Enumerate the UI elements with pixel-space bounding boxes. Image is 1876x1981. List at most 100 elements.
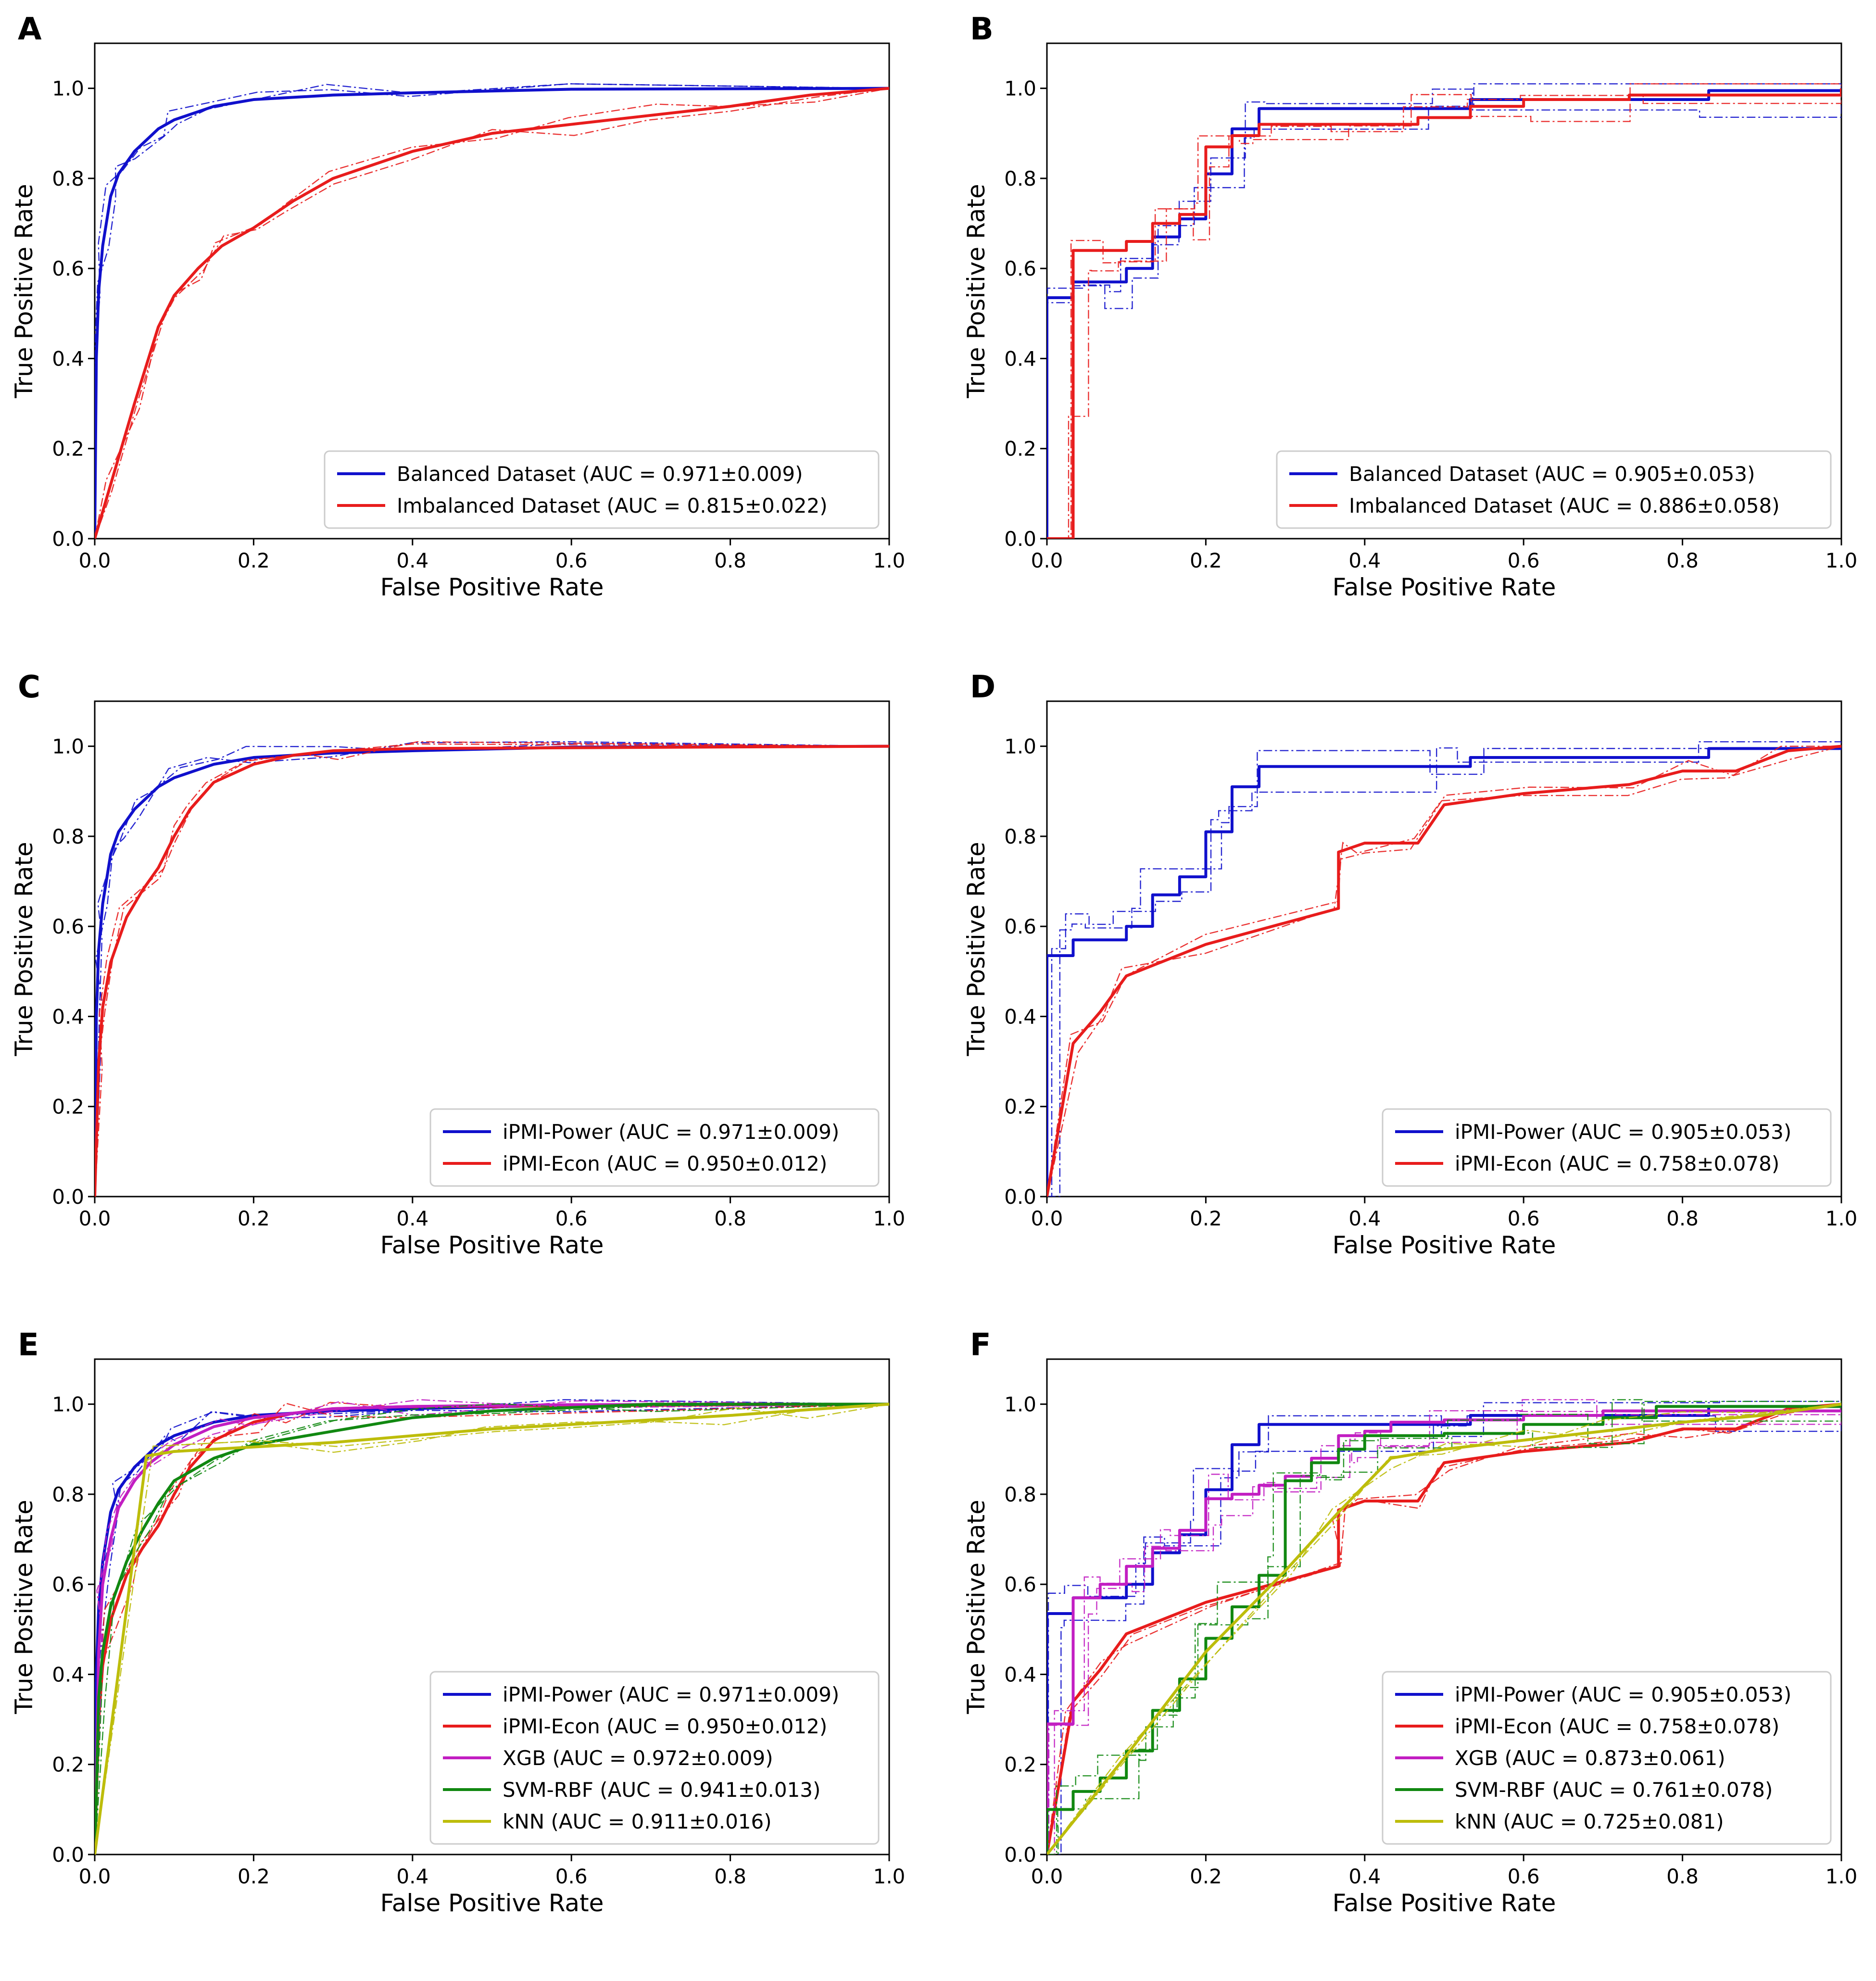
- x-tick-label: 1.0: [1826, 1865, 1858, 1888]
- y-tick-label: 0.0: [1004, 1185, 1036, 1209]
- y-tick-label: 0.4: [52, 1663, 84, 1686]
- legend: iPMI-Power (AUC = 0.905±0.053) iPMI-Econ …: [1382, 1671, 1832, 1845]
- y-tick-label: 0.6: [1004, 1573, 1036, 1596]
- roc-line-olive: [95, 1402, 889, 1855]
- x-tick-label: 0.6: [1508, 1865, 1540, 1888]
- legend-frame: [1276, 450, 1832, 529]
- legend-entry: XGB (AUC = 0.972±0.009): [503, 1746, 773, 1770]
- legend-entry: Imbalanced Dataset (AUC = 0.886±0.058): [1349, 494, 1780, 517]
- y-axis-label: True Positive Rate: [962, 842, 990, 1056]
- plot-frame: [1046, 700, 1842, 1198]
- x-tick-label: 0.8: [1666, 1865, 1699, 1888]
- panel-letter: F: [970, 1327, 991, 1363]
- x-tick-label: 0.0: [79, 549, 111, 572]
- y-tick-label: 1.0: [1004, 735, 1036, 758]
- roc-line-red: [1047, 88, 1841, 539]
- legend-entry: iPMI-Econ (AUC = 0.950±0.012): [503, 1715, 827, 1738]
- panel-c: C 0.0 0.2 0.4 0.6 0.8 1.0 0.0 0.2 0.4 0.6 0.8 1.0 Fal…: [10, 669, 905, 1259]
- x-tick-label: 0.2: [1190, 1865, 1222, 1888]
- y-tick-label: 0.2: [1004, 437, 1036, 461]
- plot-area: [95, 741, 889, 1197]
- x-tick-label: 0.2: [1190, 549, 1222, 572]
- legend-entry: iPMI-Econ (AUC = 0.758±0.078): [1455, 1715, 1779, 1738]
- y-tick-label: 0.8: [1004, 825, 1036, 848]
- plot-area: [1047, 1399, 1841, 1855]
- fold-curve: [95, 1403, 889, 1855]
- fold-curve: [95, 1399, 889, 1855]
- legend-entry: SVM-RBF (AUC = 0.941±0.013): [503, 1778, 820, 1802]
- x-tick-label: 0.2: [238, 1207, 270, 1230]
- x-tick-label: 0.0: [79, 1865, 111, 1888]
- fold-curve: [1047, 745, 1841, 1197]
- legend: Balanced Dataset (AUC = 0.905±0.053) Imba…: [1276, 450, 1832, 529]
- x-axis-label: False Positive Rate: [1333, 1231, 1556, 1259]
- plot-frame: [94, 42, 890, 540]
- plot-area: [1047, 741, 1841, 1197]
- roc-line-red: [95, 744, 889, 1197]
- roc-line-red: [1047, 744, 1841, 1197]
- x-tick-label: 0.2: [238, 1865, 270, 1888]
- y-axis-label: True Positive Rate: [10, 842, 38, 1056]
- x-axis-label: False Positive Rate: [380, 1231, 604, 1259]
- fold-curve: [1047, 83, 1841, 539]
- x-tick-label: 0.0: [1031, 549, 1063, 572]
- panel-f: F 0.0 0.2 0.4 0.6 0.8 1.0 0.0 0.2 0.4 0.6 0.8 1.0 Fal…: [962, 1327, 1857, 1917]
- legend-entry: iPMI-Power (AUC = 0.905±0.053): [1455, 1683, 1791, 1706]
- legend-entry: Balanced Dataset (AUC = 0.971±0.009): [397, 462, 803, 486]
- panel-letter: D: [970, 669, 995, 705]
- x-tick-label: 0.6: [555, 549, 588, 572]
- x-tick-label: 0.4: [1348, 549, 1381, 572]
- panel-letter: E: [18, 1327, 39, 1363]
- legend: Balanced Dataset (AUC = 0.971±0.009) Imba…: [324, 450, 880, 529]
- x-tick-label: 0.0: [1031, 1207, 1063, 1230]
- fold-curve: [1047, 741, 1841, 1197]
- y-tick-label: 0.0: [52, 527, 84, 551]
- roc-line-blue: [1047, 746, 1841, 1197]
- roc-line-magenta: [1047, 1404, 1841, 1855]
- legend-entry: iPMI-Econ (AUC = 0.950±0.012): [503, 1152, 827, 1175]
- x-tick-label: 1.0: [873, 1865, 906, 1888]
- x-tick-label: 0.4: [396, 549, 428, 572]
- x-tick-label: 1.0: [1826, 549, 1858, 572]
- y-tick-label: 0.2: [52, 1753, 84, 1777]
- x-axis-label: False Positive Rate: [1333, 573, 1556, 601]
- fold-curve: [1047, 1404, 1841, 1855]
- plot-area: [95, 1399, 889, 1855]
- y-tick-label: 0.0: [52, 1185, 84, 1209]
- x-tick-label: 0.0: [1031, 1865, 1063, 1888]
- legend-entry: Balanced Dataset (AUC = 0.905±0.053): [1349, 462, 1755, 486]
- x-axis-label: False Positive Rate: [380, 573, 604, 601]
- legend-entry: iPMI-Econ (AUC = 0.758±0.078): [1455, 1152, 1779, 1175]
- legend: iPMI-Power (AUC = 0.971±0.009) iPMI-Econ …: [429, 1671, 880, 1845]
- y-tick-label: 1.0: [52, 77, 84, 101]
- fold-curve: [95, 88, 889, 539]
- fold-curve: [95, 1399, 889, 1855]
- x-tick-label: 0.6: [1508, 549, 1540, 572]
- plot-frame: [1046, 1358, 1842, 1855]
- x-tick-label: 0.8: [714, 1207, 746, 1230]
- y-tick-label: 0.6: [1004, 915, 1036, 938]
- fold-curve: [1047, 1401, 1841, 1855]
- y-tick-label: 0.8: [1004, 167, 1036, 190]
- y-tick-label: 0.8: [52, 825, 84, 848]
- y-tick-label: 0.0: [1004, 1843, 1036, 1867]
- y-tick-label: 0.2: [52, 1095, 84, 1119]
- legend-frame: [429, 1671, 880, 1845]
- roc-line-blue: [95, 1402, 889, 1855]
- legend: iPMI-Power (AUC = 0.905±0.053) iPMI-Econ …: [1382, 1108, 1832, 1187]
- y-tick-label: 0.8: [52, 1483, 84, 1506]
- legend-entry: XGB (AUC = 0.873±0.061): [1455, 1746, 1725, 1770]
- x-tick-label: 0.6: [555, 1865, 588, 1888]
- roc-line-green: [1047, 1404, 1841, 1855]
- fold-curve: [95, 1403, 889, 1855]
- fold-curve: [1047, 1401, 1841, 1855]
- plot-frame: [94, 700, 890, 1198]
- fold-curve: [1047, 88, 1841, 539]
- fold-curve: [1047, 1404, 1841, 1855]
- y-tick-label: 1.0: [52, 1393, 84, 1416]
- roc-line-olive: [1047, 1402, 1841, 1855]
- y-axis-label: True Positive Rate: [10, 1500, 38, 1714]
- x-tick-label: 0.8: [1666, 549, 1699, 572]
- legend: iPMI-Power (AUC = 0.971±0.009) iPMI-Econ …: [429, 1108, 880, 1187]
